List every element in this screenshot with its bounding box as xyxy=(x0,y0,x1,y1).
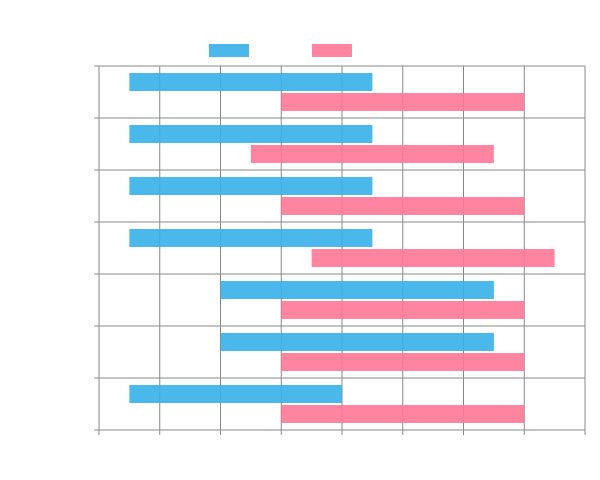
bar-series-1-category-3 xyxy=(129,177,373,195)
bar-series-1-category-7 xyxy=(129,385,342,403)
bar-series-2-category-7 xyxy=(281,405,525,423)
bars xyxy=(129,73,555,423)
bar-series-1-category-6 xyxy=(220,333,494,351)
bar-series-2-category-2 xyxy=(250,145,494,163)
bar-series-2-category-6 xyxy=(281,353,525,371)
bar-series-1-category-4 xyxy=(129,229,373,247)
legend-swatch-series-1 xyxy=(209,44,249,57)
bar-series-2-category-1 xyxy=(281,93,525,111)
bar-series-1-category-1 xyxy=(129,73,373,91)
bar-series-1-category-2 xyxy=(129,125,373,143)
bar-series-2-category-4 xyxy=(311,249,555,267)
bar-series-1-category-5 xyxy=(220,281,494,299)
legend-swatch-series-2 xyxy=(312,44,352,57)
axes xyxy=(94,65,586,435)
legend xyxy=(209,44,352,57)
grid xyxy=(98,65,586,431)
bar-series-2-category-3 xyxy=(281,197,525,215)
bar-series-2-category-5 xyxy=(281,301,525,319)
